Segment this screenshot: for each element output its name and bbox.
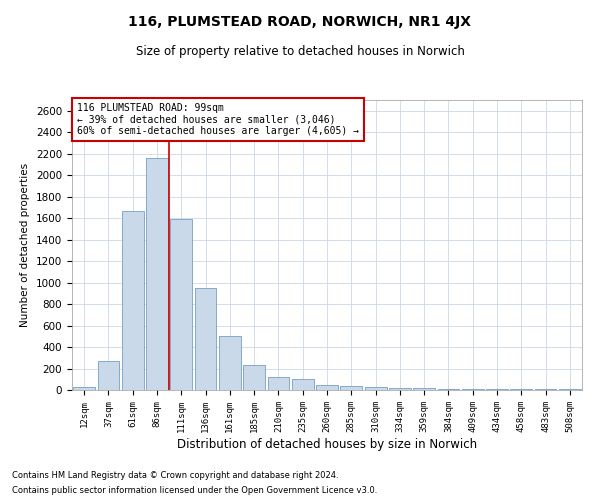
Bar — [243, 366, 265, 390]
Bar — [389, 388, 411, 390]
Bar — [194, 288, 217, 390]
X-axis label: Distribution of detached houses by size in Norwich: Distribution of detached houses by size … — [177, 438, 477, 450]
Text: 116 PLUMSTEAD ROAD: 99sqm
← 39% of detached houses are smaller (3,046)
60% of se: 116 PLUMSTEAD ROAD: 99sqm ← 39% of detac… — [77, 103, 359, 136]
Text: Contains public sector information licensed under the Open Government Licence v3: Contains public sector information licen… — [12, 486, 377, 495]
Bar — [340, 386, 362, 390]
Text: Size of property relative to detached houses in Norwich: Size of property relative to detached ho… — [136, 45, 464, 58]
Text: 116, PLUMSTEAD ROAD, NORWICH, NR1 4JX: 116, PLUMSTEAD ROAD, NORWICH, NR1 4JX — [128, 15, 472, 29]
Bar — [170, 219, 192, 390]
Y-axis label: Number of detached properties: Number of detached properties — [20, 163, 31, 327]
Bar — [292, 380, 314, 390]
Bar — [122, 210, 143, 390]
Bar — [316, 384, 338, 390]
Bar — [97, 361, 119, 390]
Bar — [486, 389, 508, 390]
Bar — [462, 389, 484, 390]
Bar — [413, 388, 435, 390]
Bar — [365, 388, 386, 390]
Bar — [146, 158, 168, 390]
Bar — [268, 377, 289, 390]
Bar — [437, 389, 460, 390]
Text: Contains HM Land Registry data © Crown copyright and database right 2024.: Contains HM Land Registry data © Crown c… — [12, 471, 338, 480]
Bar — [219, 336, 241, 390]
Bar — [73, 387, 95, 390]
